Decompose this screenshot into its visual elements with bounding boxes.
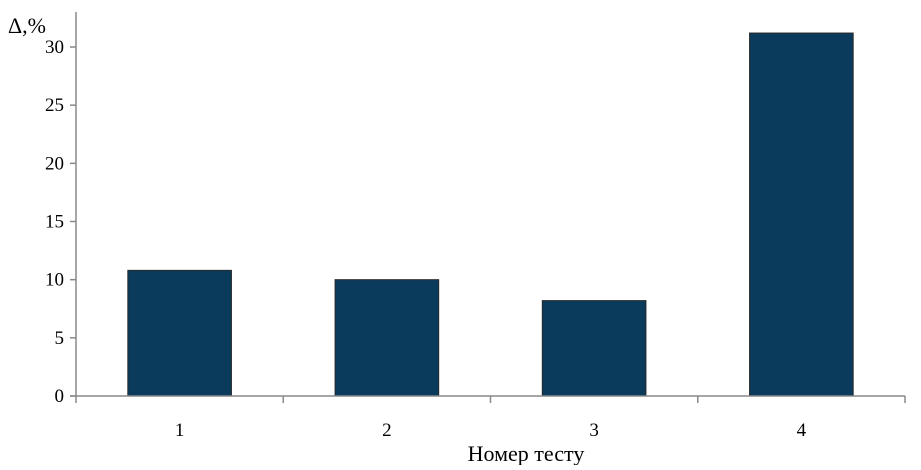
y-tick-label: 15: [45, 212, 64, 233]
x-tick-label: 1: [175, 420, 185, 441]
x-tick-label: 2: [382, 420, 392, 441]
bar-3: [541, 300, 647, 397]
x-axis-title: Номер тесту: [468, 441, 585, 465]
x-ticks-group: 1 2 3 4: [75, 396, 906, 441]
x-tick-label: 4: [797, 420, 807, 441]
y-tick-label: 10: [45, 270, 64, 291]
bar-1: [127, 269, 232, 397]
y-tick-label: 0: [55, 386, 65, 407]
y-tick-label: 30: [45, 37, 64, 58]
bar-4: [749, 32, 854, 397]
y-ticks-group: 0 5 10 15 20 25 30: [45, 37, 76, 407]
y-tick-label: 25: [45, 95, 64, 116]
bars-group: [127, 32, 854, 397]
y-tick-label: 20: [45, 153, 64, 174]
bar-2: [334, 279, 440, 397]
y-axis-title: Δ,%: [8, 13, 46, 38]
x-tick-label: 3: [589, 420, 599, 441]
y-tick-label: 5: [55, 328, 65, 349]
